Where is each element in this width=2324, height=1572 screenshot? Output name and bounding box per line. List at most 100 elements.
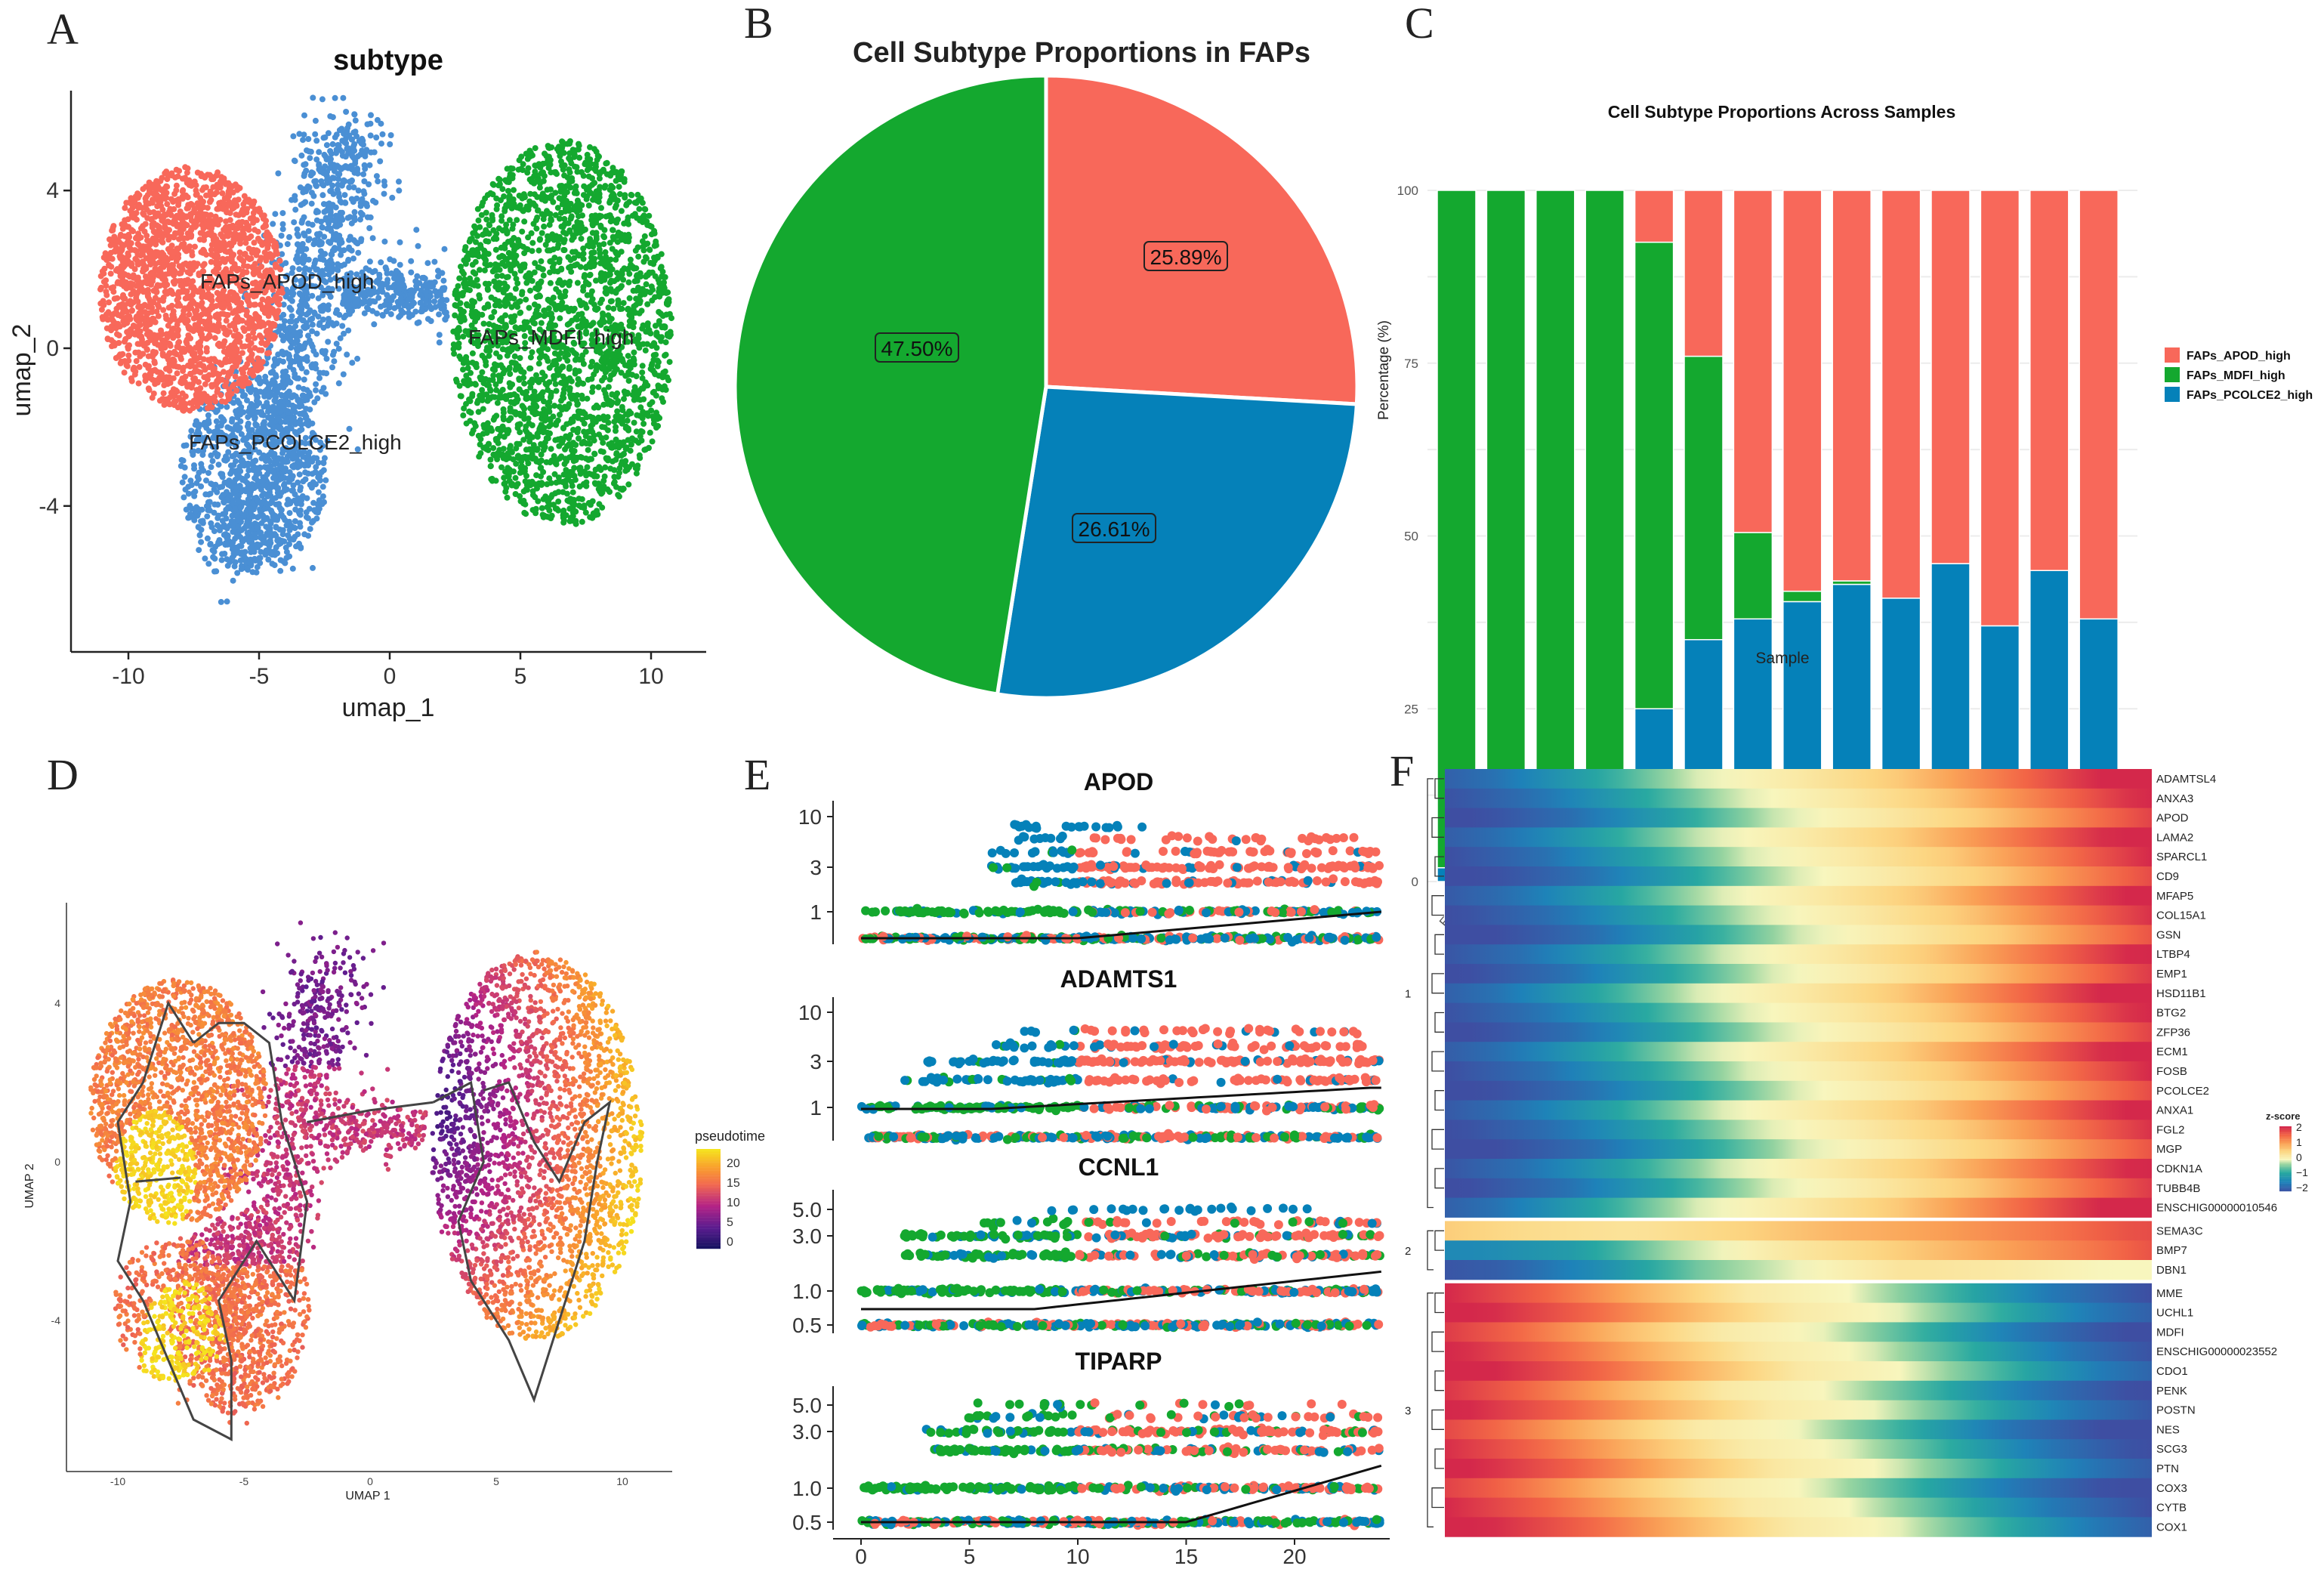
point-apod: [160, 264, 167, 270]
point-apod: [175, 246, 181, 252]
point-apod: [126, 233, 133, 240]
point-apod: [134, 317, 140, 323]
point-pcolce2: [342, 312, 349, 319]
point-pcolce2: [367, 214, 374, 221]
point-pcolce2: [386, 304, 393, 311]
point-apod: [190, 328, 197, 335]
point-apod: [194, 169, 201, 176]
point-pcolce2: [280, 558, 287, 565]
point-pcolce2: [292, 439, 298, 446]
point-apod: [258, 264, 265, 270]
point-apod: [165, 236, 172, 243]
point-pcolce2: [207, 541, 214, 547]
point-pcolce2: [251, 403, 257, 409]
point-apod: [239, 343, 245, 350]
point-apod: [129, 210, 136, 217]
point-pcolce2: [259, 478, 266, 485]
point-pcolce2: [178, 457, 185, 463]
point-mdfi: [496, 176, 503, 183]
point-pcolce2: [336, 193, 343, 200]
point-pcolce2: [319, 192, 326, 199]
point-apod: [117, 360, 124, 366]
point-apod: [140, 210, 147, 217]
point-mdfi: [463, 357, 469, 363]
point-pcolce2: [427, 293, 434, 300]
point-pcolce2: [322, 347, 329, 354]
point-pcolce2: [276, 357, 283, 364]
point-pcolce2: [289, 298, 295, 304]
point-apod: [160, 307, 167, 313]
point-pcolce2: [335, 142, 342, 149]
point-apod: [233, 202, 240, 209]
point-apod: [252, 335, 258, 341]
point-pcolce2: [343, 109, 350, 115]
point-pcolce2: [368, 149, 375, 156]
point-apod: [252, 362, 259, 369]
point-pcolce2: [437, 298, 444, 305]
point-pcolce2: [224, 456, 230, 463]
point-apod: [128, 375, 134, 381]
point-pcolce2: [214, 502, 221, 508]
point-mdfi: [552, 381, 559, 388]
point-pcolce2: [305, 310, 312, 317]
point-pcolce2: [239, 549, 245, 556]
point-pcolce2: [313, 137, 320, 144]
point-apod: [97, 286, 103, 293]
point-apod: [121, 369, 128, 376]
point-apod: [100, 270, 107, 277]
point-apod: [206, 327, 213, 334]
point-pcolce2: [288, 360, 295, 366]
point-pcolce2: [252, 557, 259, 564]
point-pcolce2: [389, 194, 396, 201]
point-apod: [130, 366, 137, 372]
point-pcolce2: [268, 508, 274, 514]
point-apod: [265, 313, 272, 320]
point-apod: [117, 233, 124, 239]
point-apod: [254, 367, 261, 374]
point-pcolce2: [248, 485, 255, 492]
point-apod: [177, 397, 184, 403]
point-pcolce2: [357, 216, 363, 223]
point-mdfi: [599, 296, 605, 303]
point-pcolce2: [302, 469, 309, 476]
point-pcolce2: [255, 497, 261, 503]
point-pcolce2: [205, 561, 212, 567]
point-mdfi: [535, 247, 542, 254]
point-pcolce2: [289, 265, 296, 272]
point-apod: [171, 190, 178, 197]
point-pcolce2: [339, 323, 346, 329]
point-pcolce2: [289, 487, 296, 493]
point-apod: [127, 298, 134, 304]
point-pcolce2: [312, 131, 319, 137]
point-apod: [137, 225, 144, 232]
point-apod: [193, 387, 200, 394]
point-pcolce2: [239, 393, 246, 400]
point-pcolce2: [292, 518, 298, 524]
point-pcolce2: [323, 172, 330, 179]
point-pcolce2: [307, 440, 313, 446]
point-apod: [197, 360, 203, 367]
point-apod: [162, 223, 168, 230]
point-apod: [230, 183, 236, 190]
point-pcolce2: [282, 544, 289, 551]
point-pcolce2: [219, 483, 226, 490]
point-apod: [170, 221, 177, 227]
point-apod: [234, 313, 241, 320]
point-apod: [197, 399, 204, 406]
point-apod: [179, 267, 186, 273]
point-pcolce2: [281, 538, 288, 545]
point-pcolce2: [362, 149, 369, 156]
point-pcolce2: [193, 504, 199, 511]
point-pcolce2: [296, 462, 303, 469]
point-pcolce2: [237, 557, 244, 564]
point-apod: [270, 320, 276, 327]
point-pcolce2: [285, 433, 292, 440]
point-pcolce2: [378, 141, 384, 147]
point-apod: [209, 304, 216, 311]
point-apod: [201, 173, 208, 180]
point-apod: [199, 187, 205, 193]
point-pcolce2: [292, 193, 298, 199]
point-apod: [145, 353, 152, 360]
point-pcolce2: [291, 219, 298, 226]
point-apod: [187, 261, 193, 267]
